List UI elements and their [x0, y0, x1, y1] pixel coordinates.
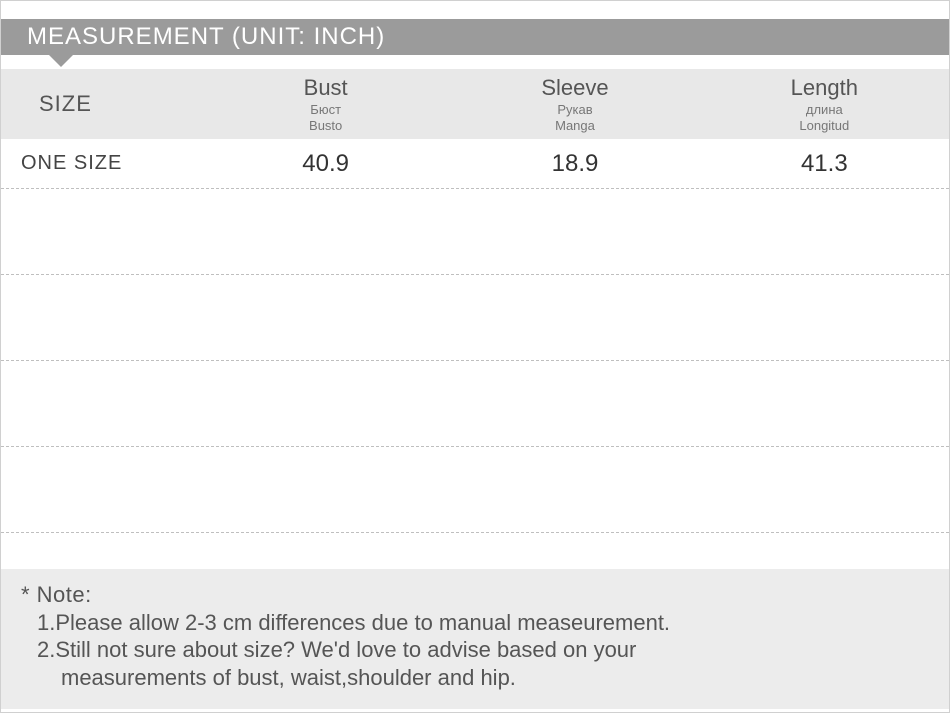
empty-row [1, 275, 949, 361]
header-col-bust: Bust Бюст Busto [201, 74, 450, 134]
note-label: * Note: [21, 581, 929, 609]
header-main: Sleeve [450, 74, 699, 102]
header-sub2: Manga [450, 118, 699, 134]
header-sub: длина [700, 102, 949, 118]
header-sub: Рукав [450, 102, 699, 118]
empty-row [1, 361, 949, 447]
title-bar: MEASUREMENT (UNIT: INCH) [1, 19, 949, 55]
header-col-length: Length длина Longitud [700, 74, 949, 134]
note-line-2: 2.Still not sure about size? We'd love t… [21, 636, 929, 664]
header-size-label: SIZE [1, 91, 201, 117]
row-size-label: ONE SIZE [1, 152, 201, 175]
row-value-bust: 40.9 [201, 150, 450, 178]
header-main: Bust [201, 74, 450, 102]
header-sub: Бюст [201, 102, 450, 118]
title-text: MEASUREMENT (UNIT: INCH) [27, 23, 385, 50]
row-value-length: 41.3 [700, 150, 949, 178]
header-col-sleeve: Sleeve Рукав Manga [450, 74, 699, 134]
table-header-row: SIZE Bust Бюст Busto Sleeve Рукав Manga … [1, 69, 949, 139]
header-sub2: Longitud [700, 118, 949, 134]
table-row: ONE SIZE 40.9 18.9 41.3 [1, 139, 949, 189]
header-main: Length [700, 74, 949, 102]
header-sub2: Busto [201, 118, 450, 134]
row-value-sleeve: 18.9 [450, 150, 699, 178]
note-line-3: measurements of bust, waist,shoulder and… [21, 664, 929, 692]
note-box: * Note: 1.Please allow 2-3 cm difference… [1, 569, 949, 709]
empty-row [1, 189, 949, 275]
empty-row [1, 447, 949, 533]
note-line-1: 1.Please allow 2-3 cm differences due to… [21, 609, 929, 637]
